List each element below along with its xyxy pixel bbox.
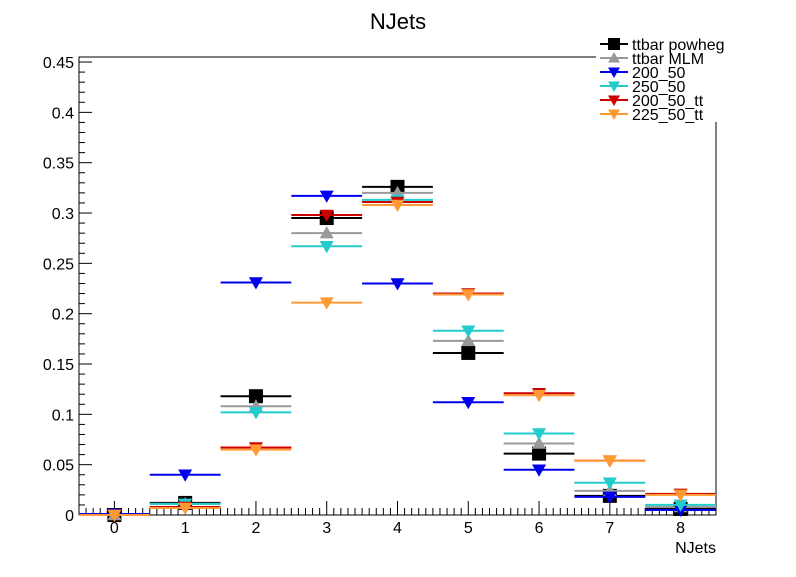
x-tick-label: 2 [251,520,260,537]
x-tick-label: 8 [676,520,685,537]
title-layer: NJets [370,9,426,34]
data-point [532,436,547,449]
data-point [248,277,263,290]
y-tick-label: 0.3 [52,206,74,223]
x-tick-label: 6 [535,520,544,537]
legend-marker [608,38,620,50]
series-3 [79,194,716,522]
series-5 [79,199,716,522]
series-2 [79,190,716,521]
data-point [319,209,334,223]
legend-label: ttbar MLM [632,51,704,68]
x-tick-label: 0 [110,520,119,537]
data-point [107,509,122,522]
legend-label: 200_50 [632,65,685,82]
y-tick-label: 0 [65,508,74,525]
x-tick-label: 5 [464,520,473,537]
y-tick-label: 0.25 [43,256,74,273]
data-point [319,240,334,254]
data-point [390,278,405,291]
data-point [248,389,263,404]
data-point [532,428,547,441]
legend-marker [608,109,620,120]
data-point [532,464,547,477]
data-point [461,289,476,302]
chart-title: NJets [370,9,426,34]
legend-marker [608,67,620,78]
data-point [319,226,334,239]
y-tick-label: 0.1 [52,407,74,424]
data-point [532,389,547,403]
legend-label: 200_50_tt [632,93,704,110]
x-tick-label: 4 [393,520,402,537]
series-1 [79,185,716,521]
data-point [602,477,617,490]
data-point [461,333,476,347]
data-point [178,502,193,515]
x-tick-label: 3 [322,520,331,537]
series-0 [79,179,716,522]
y-tick-label: 0.05 [43,458,74,475]
series-4 [79,196,716,522]
data-point [673,489,688,502]
y-tick-label: 0.2 [52,307,74,324]
y-tick-label: 0.4 [52,105,74,122]
data-point [178,469,193,482]
data-point [532,446,547,461]
data-point [248,444,263,457]
data-point [319,190,334,203]
x-tick-label: 7 [605,520,614,537]
y-tick-label: 0.45 [43,55,74,72]
data-point [602,455,617,468]
data-point [390,199,405,212]
data-point [461,345,476,360]
data-layer [79,179,716,522]
legend-marker [608,81,620,92]
x-tick-label: 1 [181,520,190,537]
x-axis-label: NJets [675,540,716,557]
legend-marker [608,52,620,63]
legend-marker [608,95,620,106]
legend-label: 250_50 [632,79,685,96]
legend-label: ttbar powheg [632,37,725,54]
y-tick-label: 0.15 [43,357,74,374]
legend-label: 225_50_tt [632,107,704,124]
data-point [673,499,688,512]
data-point [602,491,617,504]
data-point [248,407,263,420]
data-point [461,397,476,410]
y-tick-label: 0.35 [43,156,74,173]
data-point [461,325,476,338]
data-point [319,297,334,310]
